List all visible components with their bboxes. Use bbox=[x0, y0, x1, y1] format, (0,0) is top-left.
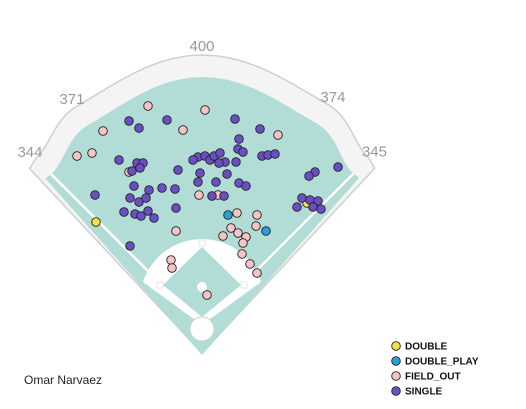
hit-point bbox=[292, 202, 302, 212]
hit-point bbox=[241, 181, 251, 191]
grass bbox=[45, 77, 360, 355]
hit-point bbox=[194, 190, 204, 200]
distance-label: 400 bbox=[189, 38, 214, 55]
hit-point bbox=[214, 158, 224, 168]
base bbox=[156, 281, 164, 289]
hit-point bbox=[149, 213, 159, 223]
hit-point bbox=[211, 177, 221, 187]
hit-point bbox=[237, 249, 247, 259]
legend-swatch bbox=[391, 341, 401, 351]
hit-point bbox=[114, 155, 124, 165]
hit-point bbox=[141, 193, 151, 203]
hit-point bbox=[223, 210, 233, 220]
hit-point bbox=[87, 148, 97, 158]
hit-point bbox=[313, 196, 323, 206]
hit-point bbox=[316, 204, 326, 214]
distance-label: 374 bbox=[320, 89, 345, 106]
distance-label: 371 bbox=[59, 91, 84, 108]
hit-point bbox=[90, 190, 100, 200]
hit-point bbox=[162, 115, 172, 125]
hit-point bbox=[218, 231, 228, 241]
hit-point bbox=[252, 210, 262, 220]
hit-point bbox=[297, 193, 307, 203]
hit-point bbox=[207, 191, 217, 201]
hit-point bbox=[170, 184, 180, 194]
hit-point bbox=[226, 223, 236, 233]
hit-point bbox=[134, 197, 144, 207]
hit-point bbox=[178, 125, 188, 135]
hit-point bbox=[261, 226, 271, 236]
hit-point bbox=[124, 116, 134, 126]
hit-point bbox=[273, 130, 283, 140]
hit-point bbox=[91, 217, 101, 227]
hit-point bbox=[98, 126, 108, 136]
hit-point bbox=[200, 105, 210, 115]
hit-point bbox=[238, 147, 248, 157]
hit-point bbox=[215, 148, 225, 158]
legend-label: DOUBLE bbox=[405, 342, 448, 353]
hit-point bbox=[173, 165, 183, 175]
hit-point bbox=[304, 171, 314, 181]
distance-label: 344 bbox=[17, 144, 42, 161]
hit-point bbox=[193, 177, 203, 187]
hit-point bbox=[129, 181, 139, 191]
hit-point bbox=[144, 185, 154, 195]
hit-point bbox=[143, 206, 153, 216]
hit-point bbox=[238, 238, 248, 248]
hit-point bbox=[171, 203, 181, 213]
hit-point bbox=[127, 166, 137, 176]
hit-point bbox=[251, 221, 261, 231]
hit-point bbox=[230, 114, 240, 124]
hit-point bbox=[188, 155, 198, 165]
distance-label: 345 bbox=[362, 144, 387, 161]
hit-point bbox=[119, 207, 129, 217]
hit-point bbox=[234, 134, 244, 144]
hit-point bbox=[222, 169, 232, 179]
legend-swatch bbox=[391, 356, 401, 366]
hit-point bbox=[125, 193, 135, 203]
hit-point bbox=[252, 268, 262, 278]
hit-point bbox=[143, 101, 153, 111]
hit-point bbox=[255, 124, 265, 134]
hit-point bbox=[270, 149, 280, 159]
hit-point bbox=[245, 259, 255, 269]
legend-label: FIELD_OUT bbox=[405, 372, 461, 383]
hit-point bbox=[232, 208, 242, 218]
hit-point bbox=[308, 202, 318, 212]
hit-point bbox=[136, 211, 146, 221]
hit-point bbox=[167, 263, 177, 273]
hit-point bbox=[166, 255, 176, 265]
hit-point bbox=[157, 183, 167, 193]
player-name: Omar Narvaez bbox=[24, 373, 102, 387]
hit-point bbox=[135, 163, 145, 173]
base bbox=[198, 239, 206, 247]
hit-point bbox=[231, 157, 241, 167]
legend-swatch bbox=[391, 386, 401, 396]
hit-point bbox=[333, 162, 343, 172]
hit-point bbox=[72, 151, 82, 161]
base bbox=[240, 281, 248, 289]
hit-point bbox=[125, 241, 135, 251]
hit-point bbox=[195, 168, 205, 178]
hit-point bbox=[219, 191, 229, 201]
hit-point bbox=[233, 228, 243, 238]
hit-point bbox=[134, 123, 144, 133]
hit-point bbox=[171, 226, 181, 236]
legend-label: DOUBLE_PLAY bbox=[405, 357, 479, 368]
home-area bbox=[189, 316, 215, 342]
mound bbox=[197, 282, 207, 292]
legend-swatch bbox=[391, 371, 401, 381]
legend-label: SINGLE bbox=[405, 387, 443, 398]
hit-point bbox=[202, 290, 212, 300]
